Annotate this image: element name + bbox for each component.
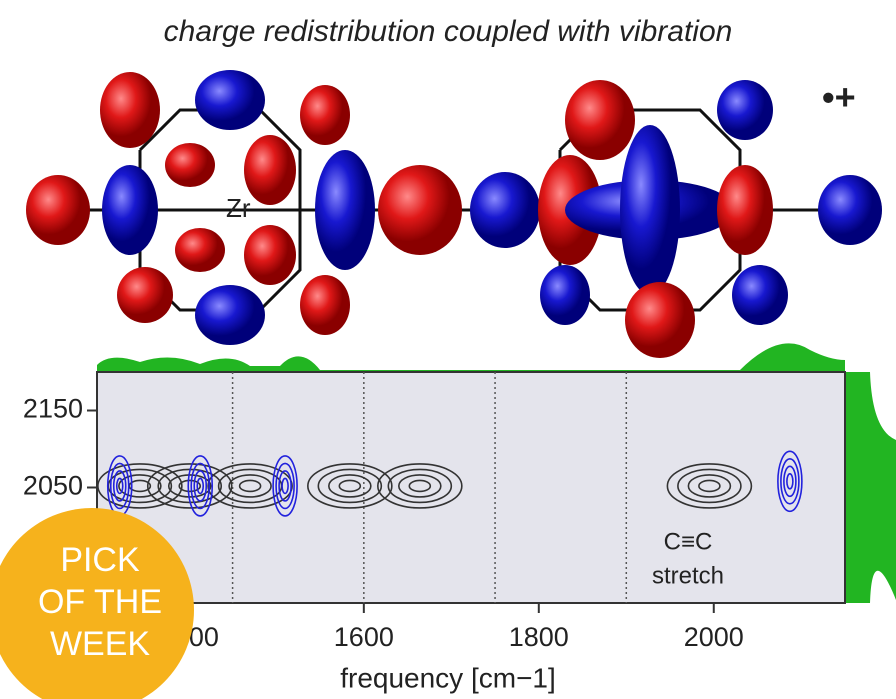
molecule-label: •+ [822, 77, 856, 118]
molecule-label: Zr [226, 193, 251, 223]
top-spectrum [97, 343, 845, 372]
y-tick-label: 2150 [23, 394, 83, 424]
orbital-lobes [26, 70, 882, 358]
x-tick-label: 2000 [684, 622, 744, 652]
annotation: stretch [652, 562, 724, 589]
badge-text: PICK [60, 541, 140, 579]
x-tick-label: 1600 [334, 622, 394, 652]
x-tick-label: 1800 [509, 622, 569, 652]
badge-text: WEEK [50, 625, 150, 663]
badge-text: OF THE [38, 583, 162, 621]
figure: charge redistribution coupled with vibra… [0, 0, 896, 699]
y-tick-label: 2050 [23, 471, 83, 501]
annotation: C≡C [664, 528, 713, 555]
chart-title: charge redistribution coupled with vibra… [164, 15, 733, 48]
x-axis-label: frequency [cm−1] [340, 662, 556, 693]
right-spectrum [845, 372, 896, 603]
